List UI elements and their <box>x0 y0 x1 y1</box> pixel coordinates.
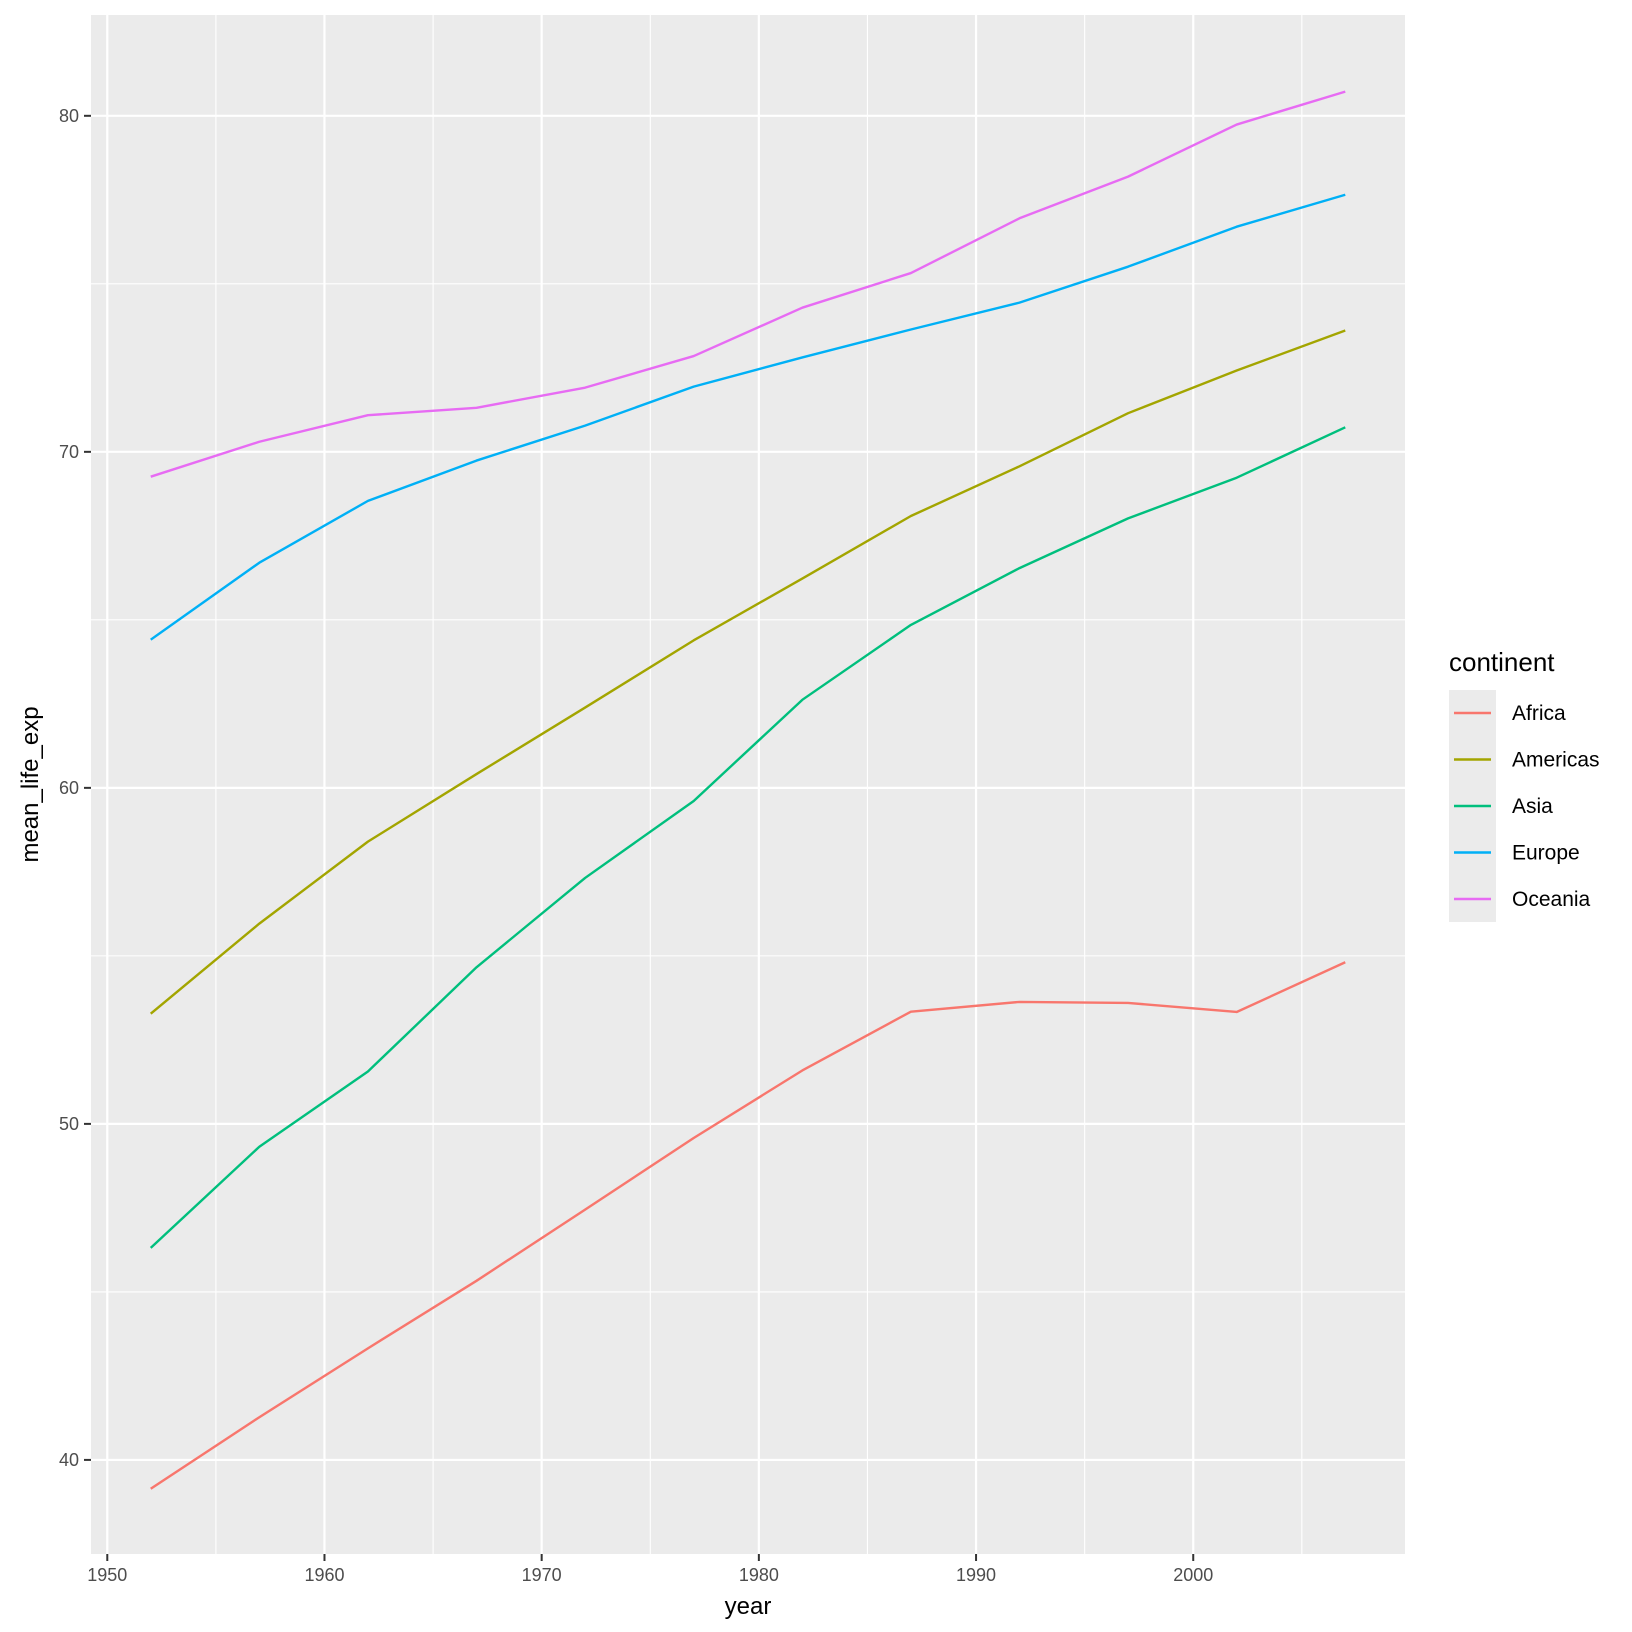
legend: continent Africa Americas Asia Europe Oceani… <box>1449 647 1600 922</box>
major-gridlines <box>91 15 1405 1554</box>
legend-label-europe: Europe <box>1512 842 1580 865</box>
minor-gridlines <box>91 15 1405 1554</box>
series-line-oceania <box>150 90 1346 478</box>
y-tick-label: 40 <box>59 1450 79 1470</box>
x-tick-label: 1950 <box>87 1565 127 1585</box>
x-tick-label: 1980 <box>739 1565 779 1585</box>
legend-label-oceania: Oceania <box>1512 888 1591 911</box>
x-tick-label: 1990 <box>956 1565 996 1585</box>
x-tick-label: 1970 <box>522 1565 562 1585</box>
y-axis: 40 50 60 70 80 <box>59 106 91 1470</box>
x-tick-label: 2000 <box>1173 1565 1213 1585</box>
x-axis: 1950 1960 1970 1980 1990 2000 <box>87 1554 1213 1585</box>
y-tick-label: 80 <box>59 106 79 126</box>
series-line-africa <box>150 961 1346 1490</box>
x-tick-label: 1960 <box>304 1565 344 1585</box>
series-line-asia <box>149 426 1346 1249</box>
x-axis-title: year <box>725 1593 772 1620</box>
y-axis-title: mean_life_exp <box>17 706 44 862</box>
legend-label-africa: Africa <box>1512 702 1566 725</box>
plot-panel <box>91 15 1405 1554</box>
y-tick-label: 50 <box>59 1114 79 1134</box>
legend-title: continent <box>1449 647 1555 677</box>
series-line-americas <box>149 329 1346 1015</box>
y-tick-label: 70 <box>59 442 79 462</box>
legend-items: Africa Americas Asia Europe Oceania <box>1454 702 1600 911</box>
series-lines <box>149 90 1346 1490</box>
series-line-europe <box>150 193 1346 641</box>
legend-label-americas: Americas <box>1512 749 1600 772</box>
legend-label-asia: Asia <box>1512 795 1553 818</box>
y-tick-label: 60 <box>59 778 79 798</box>
